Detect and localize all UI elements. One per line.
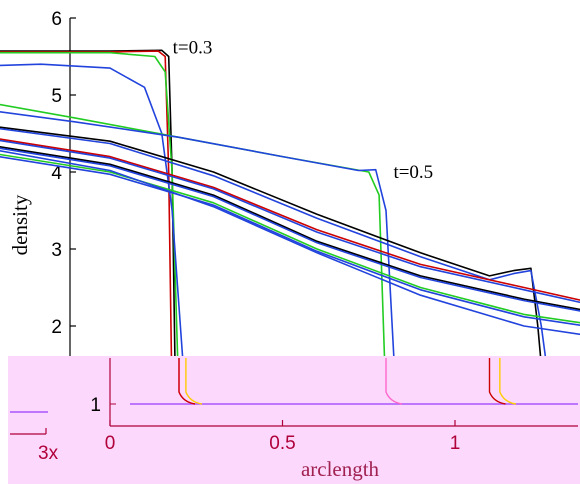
lower-shock-line	[499, 358, 516, 405]
y-ticks: 2 3 4 5 6	[51, 9, 76, 338]
series-line-5	[0, 111, 398, 404]
y-tick-label: 2	[51, 317, 62, 338]
series-line-11	[0, 147, 580, 312]
lower-shock-line	[178, 358, 196, 405]
lower-shock-line	[385, 358, 403, 405]
y-tick-label: 3	[51, 240, 62, 261]
y-tick-label: 5	[51, 86, 62, 107]
annotation-label: t=0.5	[393, 162, 433, 183]
series-group	[0, 49, 580, 412]
x-axis-label: arclength	[301, 457, 380, 481]
series-line-12	[0, 153, 580, 324]
x-ticks: 00.511.522.5	[105, 420, 461, 454]
series-line-6	[0, 126, 546, 404]
lower-panel: 1 00.511.522.5 arclength 3x	[8, 356, 580, 484]
lower-shock-line	[488, 358, 506, 405]
stray-tick-label: 3x	[38, 443, 59, 464]
series-line-14	[0, 150, 580, 336]
x-tick-label: 1	[450, 433, 461, 454]
x-tick-label: 0.5	[269, 433, 295, 454]
series-line-8	[0, 138, 580, 301]
x-tick-label: 0	[105, 433, 116, 454]
lower-y-tick-label: 1	[90, 395, 101, 416]
series-line-10	[0, 145, 580, 311]
series-line-3	[0, 63, 187, 404]
y-axis-label: density	[8, 194, 32, 255]
series-line-9	[0, 139, 580, 304]
lower-panel-background	[8, 356, 580, 484]
annotations: t=0.3t=0.5t=1.3	[173, 37, 434, 183]
y-tick-label: 4	[51, 163, 62, 184]
series-line-13	[0, 155, 580, 326]
y-tick-label: 6	[51, 9, 62, 30]
annotation-label: t=0.3	[173, 37, 213, 58]
lower-shock-lines	[178, 358, 516, 405]
lower-shock-line	[185, 358, 203, 405]
series-line-7	[0, 127, 553, 404]
